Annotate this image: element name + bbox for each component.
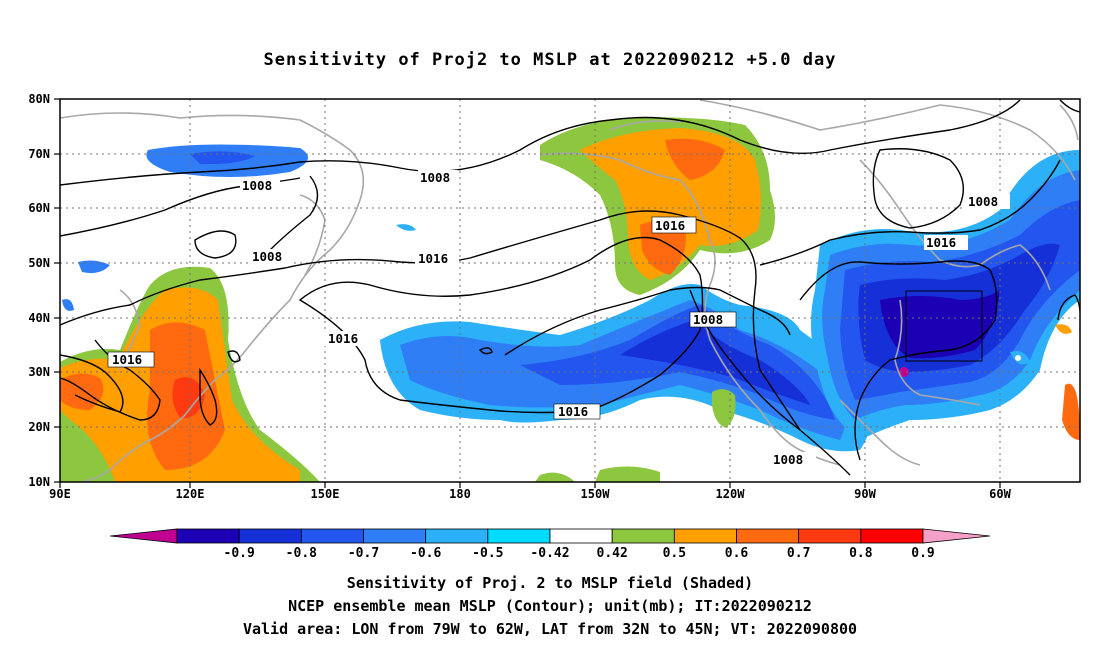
colorbar-label: 0.6 (725, 546, 749, 561)
colorbar-arrow-high (922, 528, 991, 544)
lon-labels: 90E 120E 150E 180 150W 120W 90W 60W (49, 487, 1011, 501)
colorbar-swatch (238, 528, 302, 544)
svg-text:1008: 1008 (773, 452, 803, 467)
colorbar-label: 0.7 (787, 546, 810, 561)
colorbar-label: 0.5 (663, 546, 686, 561)
colorbar-label: 0.42 (597, 546, 628, 561)
colorbar-label: -0.6 (410, 546, 441, 561)
map-title: Sensitivity of Proj2 to MSLP at 20220902… (263, 50, 837, 70)
lon-label: 150E (311, 487, 340, 501)
lat-label: 10N (28, 475, 50, 489)
pos-patch-pac-small2 (595, 466, 660, 482)
lon-label: 120E (176, 487, 205, 501)
caption-line-1: Sensitivity of Proj. 2 to MSLP field (Sh… (346, 574, 754, 592)
neg-patch-small-w (78, 260, 110, 274)
lat-label: 20N (28, 420, 50, 434)
neg-patch-na-core (880, 290, 1000, 359)
caption-line-2: NCEP ensemble mean MSLP (Contour); unit(… (288, 597, 812, 615)
colorbar-swatch (798, 528, 862, 544)
colorbar-swatch (425, 528, 489, 544)
colorbar-label: 0.8 (849, 546, 873, 561)
lat-label: 50N (28, 256, 50, 270)
contour-label: 1008 (242, 178, 272, 193)
lon-label: 90W (854, 487, 876, 501)
valid-area-box (905, 290, 983, 362)
contour-label: 1008 (420, 170, 450, 185)
contour-label: 1016 (328, 331, 358, 346)
colorbar-label: -0.7 (348, 546, 379, 561)
contour-label: 1008 (252, 249, 282, 264)
lon-label: 120W (716, 487, 746, 501)
contour-label: 1016 (558, 404, 588, 419)
neg-patch-siberia-core (190, 151, 255, 165)
lat-label: 80N (28, 92, 50, 106)
colorbar-label: 0.9 (911, 546, 934, 561)
colorbar-swatch (487, 528, 551, 544)
colorbar-swatch (549, 528, 613, 544)
colorbar-swatch (611, 528, 675, 544)
pos-patch-red (172, 377, 205, 419)
colorbar-swatch (860, 528, 924, 544)
colorbar-arrow-low (109, 528, 178, 544)
contour-labels: 1008 1008 1016 1008 1016 1016 1008 1016 … (107, 170, 1010, 467)
lon-label: 60W (989, 487, 1011, 501)
mslp-contours (60, 99, 1080, 476)
colorbar: -0.9 -0.8 -0.7 -0.6 -0.5 -0.42 0.42 0.5 0.6 0.7 0.… (109, 528, 991, 561)
axis-ticks (54, 98, 1001, 488)
pos-patch-alaska-dark (640, 220, 686, 275)
colorbar-swatch (736, 528, 800, 544)
colorbar-swatch (176, 528, 240, 544)
lon-label: 90E (49, 487, 71, 501)
colorbar-label: -0.42 (530, 546, 569, 561)
lon-label: 150W (581, 487, 611, 501)
neg-patch-small-w2 (62, 299, 74, 311)
shaded-field (60, 117, 1080, 482)
pos-patch-alaska-dark2 (665, 138, 725, 180)
pos-patch-atl (1062, 383, 1080, 440)
lat-label: 30N (28, 365, 50, 379)
lat-label: 60N (28, 201, 50, 215)
min-dot (899, 367, 909, 377)
lat-label: 70N (28, 147, 50, 161)
colorbar-label: -0.5 (472, 546, 503, 561)
plot-frame (59, 98, 1081, 483)
neg-patch-ocean (396, 224, 416, 231)
lat-label: 40N (28, 311, 50, 325)
contour-label: 1016 (112, 352, 142, 367)
colorbar-label: -0.9 (224, 546, 255, 561)
contour-label: 1016 (418, 251, 448, 266)
lat-labels: 10N 20N 30N 40N 50N 60N 70N 80N (28, 92, 50, 489)
contour-label: 1016 (655, 218, 685, 233)
colorbar-swatch (300, 528, 364, 544)
coastlines (60, 99, 1079, 482)
contour-label: 1008 (968, 194, 998, 209)
colorbar-swatch (673, 528, 737, 544)
colorbar-swatch (363, 528, 427, 544)
pos-patch-atl2 (1055, 324, 1072, 334)
lon-label: 180 (449, 487, 471, 501)
pos-patch-mexico (711, 389, 736, 428)
caption-line-3: Valid area: LON from 79W to 62W, LAT fro… (242, 620, 858, 638)
pos-patch-pac-small (535, 472, 575, 482)
colorbar-label: -0.8 (286, 546, 317, 561)
contour-label: 1016 (926, 235, 956, 250)
neg-band-pacific-4 (620, 320, 810, 405)
contour-label: 1008 (693, 312, 723, 327)
